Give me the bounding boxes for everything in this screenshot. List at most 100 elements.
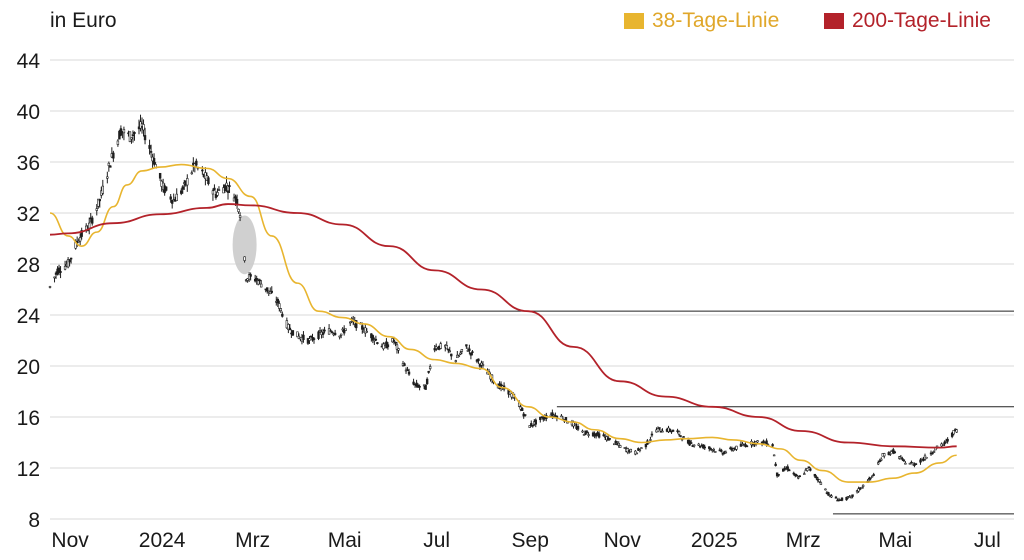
candle-body	[468, 348, 471, 351]
candle-body	[867, 478, 871, 480]
candle-body	[412, 381, 415, 385]
candle-body	[424, 384, 427, 390]
candle-body	[365, 331, 369, 333]
x-tick-label: Mrz	[786, 529, 821, 552]
candle-body	[637, 448, 640, 451]
y-tick-label: 44	[17, 50, 41, 73]
candle-body	[692, 444, 696, 447]
candle-body	[623, 447, 626, 449]
candle-body	[880, 458, 883, 461]
candle-body	[97, 198, 100, 207]
candle-body	[278, 303, 281, 309]
x-tick-label: Nov	[51, 529, 89, 552]
candle-body	[931, 452, 934, 455]
candle-body	[69, 257, 73, 260]
candle-body	[450, 353, 453, 357]
candle-body	[576, 425, 580, 430]
candle-body	[382, 343, 385, 350]
candle-body	[720, 449, 723, 452]
candle-body	[133, 132, 136, 134]
candle-body	[798, 475, 801, 478]
candle-body	[596, 432, 599, 435]
candle-body	[658, 427, 661, 429]
candle-body	[78, 237, 82, 242]
x-tick-label: 2025	[691, 529, 738, 552]
candle-body	[260, 283, 263, 288]
candle-body	[302, 334, 305, 341]
candle-body	[619, 445, 622, 448]
candle-body	[355, 320, 358, 329]
candle-body	[288, 327, 292, 331]
candle-body	[201, 169, 204, 172]
candle-body	[597, 433, 601, 438]
candle-body	[333, 332, 337, 336]
candle-body	[955, 429, 958, 433]
candle-body	[671, 429, 675, 432]
candle-body	[613, 443, 616, 446]
x-tick-label: Sep	[512, 529, 549, 552]
candle-body	[235, 198, 239, 205]
candle-body	[364, 327, 367, 334]
candle-body	[256, 280, 260, 285]
candle-body	[638, 449, 642, 452]
candle-body	[860, 487, 863, 489]
candle-body	[435, 346, 438, 349]
legend-label-200: 200-Tage-Linie	[852, 9, 991, 32]
candle-body	[249, 274, 252, 277]
candle-body	[617, 443, 620, 446]
candle-body	[902, 459, 906, 462]
x-axis-ticks: Nov 2024 Mrz Mai Jul Sep Nov 2025 Mrz Mai Jul	[51, 529, 1000, 552]
candle-body	[237, 208, 240, 213]
candle-body	[128, 131, 132, 142]
candle-body	[697, 443, 700, 446]
candle-body	[941, 443, 945, 446]
y-tick-label: 32	[17, 203, 40, 226]
candle-body	[771, 444, 774, 447]
candle-body	[276, 298, 279, 304]
candle-body	[454, 360, 458, 362]
candle-body	[195, 160, 198, 166]
candle-body	[465, 344, 468, 347]
candle-body	[344, 328, 347, 331]
candle-body	[95, 208, 98, 211]
candle-body	[608, 438, 611, 440]
candle-body	[433, 348, 436, 351]
candle-body	[217, 189, 221, 191]
candle-body	[246, 278, 249, 281]
candle-body	[149, 151, 153, 153]
candle-body	[594, 434, 598, 437]
candle-body	[925, 456, 928, 459]
candle-body	[708, 446, 711, 449]
candle-body	[107, 162, 111, 166]
y-tick-label: 40	[17, 101, 40, 124]
candle-body	[415, 382, 418, 387]
candle-body	[68, 259, 71, 263]
candle-body	[63, 266, 67, 270]
candle-body	[534, 419, 537, 425]
candle-body	[175, 193, 178, 201]
candle-body	[131, 134, 135, 136]
candle-body	[447, 348, 450, 351]
x-tick-label: Mai	[878, 529, 912, 552]
x-tick-label: Jul	[974, 529, 1001, 552]
candle-body	[296, 331, 299, 338]
candle-body	[329, 330, 332, 332]
candle-body	[676, 430, 679, 433]
moving-average-lines	[49, 163, 957, 483]
x-tick-label: 2024	[139, 529, 186, 552]
y-tick-label: 24	[17, 305, 41, 328]
candle-body	[946, 438, 949, 442]
candle-body	[901, 458, 904, 460]
candle-body	[258, 279, 261, 282]
candle-body	[904, 462, 907, 465]
y-tick-label: 12	[17, 458, 40, 481]
x-tick-label: Jul	[423, 529, 450, 552]
candle-body	[122, 129, 126, 134]
candle-body	[425, 378, 429, 385]
candle-body	[439, 343, 442, 349]
candle-body	[374, 338, 378, 341]
y-tick-label: 20	[17, 356, 40, 379]
candle-body	[573, 424, 577, 426]
candle-body	[223, 184, 227, 191]
candle-body	[813, 473, 817, 477]
